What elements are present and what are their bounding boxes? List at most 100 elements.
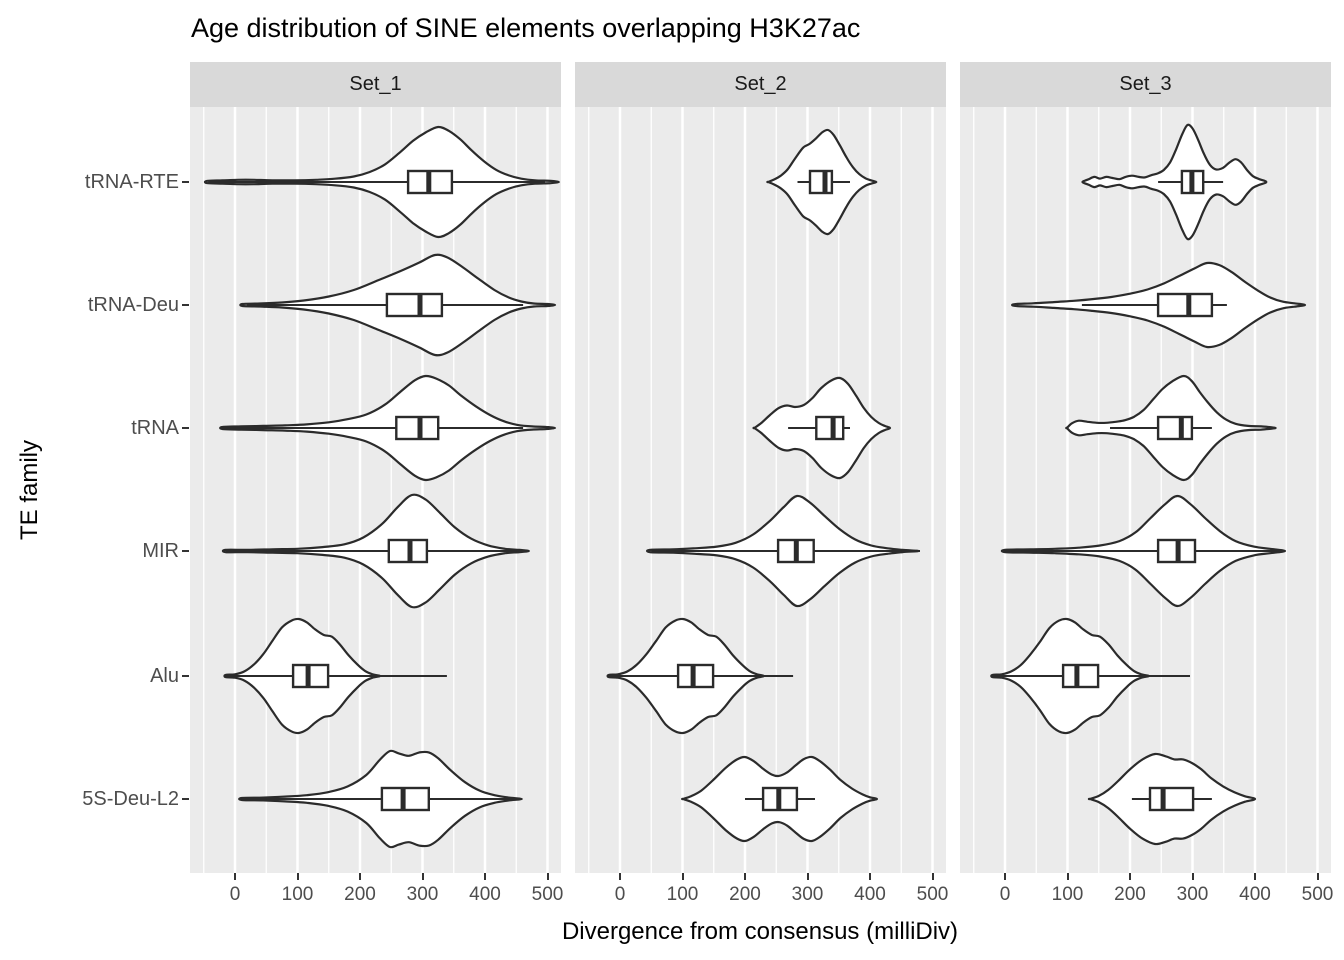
y-axis-label-trna-rte: tRNA-RTE — [84, 171, 179, 193]
gridline-major — [546, 107, 549, 873]
x-tick-label: 0 — [229, 884, 241, 905]
panel-background — [960, 107, 1331, 873]
gridline-minor — [1160, 107, 1162, 873]
x-tick-label: 300 — [1176, 884, 1209, 905]
box — [1156, 415, 1194, 441]
x-axis-title: Divergence from consensus (milliDiv) — [561, 918, 959, 945]
gridline-minor — [713, 107, 715, 873]
x-tick-mark — [1191, 873, 1194, 880]
box — [808, 169, 834, 195]
median-bar — [407, 540, 413, 562]
box — [1061, 663, 1100, 689]
box — [385, 292, 444, 318]
x-tick-label: 100 — [1051, 884, 1084, 905]
gridline-minor — [390, 107, 392, 873]
gridline-minor — [775, 107, 777, 873]
x-tick-mark — [744, 873, 746, 880]
box — [815, 415, 845, 441]
median-bar — [417, 417, 423, 439]
gridline-minor — [838, 107, 840, 873]
x-tick-label: 300 — [791, 884, 824, 905]
gridline-major — [1003, 107, 1007, 873]
median-bar — [426, 171, 432, 193]
x-tick-label: 400 — [854, 884, 886, 905]
x-tick-label: 0 — [999, 884, 1011, 905]
gridline-minor — [1285, 107, 1287, 873]
median-bar — [1178, 417, 1184, 439]
median-bar — [793, 540, 799, 562]
x-tick-mark — [1066, 873, 1069, 880]
violin-set_2-mir — [645, 494, 920, 608]
x-tick-mark — [359, 873, 361, 880]
x-tick-mark — [806, 873, 809, 880]
x-tick-mark — [1254, 873, 1256, 880]
facet-strip-label: Set_2 — [734, 73, 787, 95]
median-bar — [822, 171, 828, 193]
x-tick-label: 400 — [469, 884, 501, 905]
box — [1156, 292, 1214, 318]
violin-set_1-trna-rte — [203, 125, 560, 239]
violin-set_3-mir — [1000, 494, 1287, 608]
y-axis-label-trna: tRNA — [131, 417, 179, 439]
violin-set_2-trna — [752, 376, 892, 480]
gridline-minor — [1035, 107, 1037, 873]
gridline-major — [421, 107, 424, 873]
y-tick-mark — [182, 675, 189, 677]
x-tick-mark — [619, 873, 621, 880]
gridline-minor — [265, 107, 267, 873]
gridline-major — [868, 107, 872, 873]
gridline-minor — [650, 107, 652, 873]
x-tick-mark — [296, 873, 299, 880]
violin-set_3-alu — [990, 617, 1190, 735]
x-tick-label: 300 — [406, 884, 439, 905]
gridline-minor — [588, 107, 590, 873]
violin-set_1-alu — [223, 617, 447, 735]
median-bar — [1175, 540, 1181, 562]
gridline-minor — [203, 107, 205, 873]
gridline-minor — [973, 107, 975, 873]
x-tick-label: 500 — [1301, 884, 1334, 905]
gridline-major — [358, 107, 362, 873]
y-tick-mark — [182, 798, 189, 800]
box — [291, 663, 330, 689]
violin-set_3-trna — [1065, 374, 1277, 482]
x-tick-label: 100 — [281, 884, 314, 905]
x-tick-mark — [421, 873, 424, 880]
gridline-major — [1128, 107, 1132, 873]
median-bar — [1186, 294, 1192, 316]
violin-set_1-5s-deu-l2 — [238, 749, 523, 849]
median-bar — [1160, 788, 1166, 810]
x-tick-label: 400 — [1239, 884, 1271, 905]
median-bar — [1189, 171, 1195, 193]
x-tick-mark — [1004, 873, 1006, 880]
violin-set_3-trna-deu — [1010, 261, 1307, 349]
violin-set_1-mir — [221, 493, 530, 609]
violin-set_3-5s-deu-l2 — [1087, 752, 1257, 846]
median-bar — [830, 417, 836, 439]
y-tick-mark — [182, 550, 189, 552]
median-bar — [400, 788, 406, 810]
x-tick-mark — [931, 873, 934, 880]
gridline-minor — [1098, 107, 1100, 873]
gridline-major — [1066, 107, 1069, 873]
gridline-major — [483, 107, 487, 873]
x-tick-mark — [234, 873, 236, 880]
y-tick-mark — [182, 181, 189, 183]
gridline-major — [1316, 107, 1319, 873]
x-tick-mark — [1129, 873, 1131, 880]
facet-panel-set_3 — [960, 107, 1331, 873]
y-axis-label-trna-deu: tRNA-Deu — [87, 294, 179, 316]
x-tick-mark — [869, 873, 871, 880]
gridline-major — [681, 107, 684, 873]
gridline-minor — [900, 107, 902, 873]
violin-set_1-trna-deu — [239, 253, 557, 357]
x-tick-label: 500 — [531, 884, 564, 905]
median-bar — [417, 294, 423, 316]
gridline-major — [806, 107, 809, 873]
panel-background — [190, 107, 561, 873]
gridline-minor — [515, 107, 517, 873]
gridline-major — [1191, 107, 1194, 873]
gridline-minor — [328, 107, 330, 873]
chart-title: Age distribution of SINE elements overla… — [191, 13, 861, 43]
